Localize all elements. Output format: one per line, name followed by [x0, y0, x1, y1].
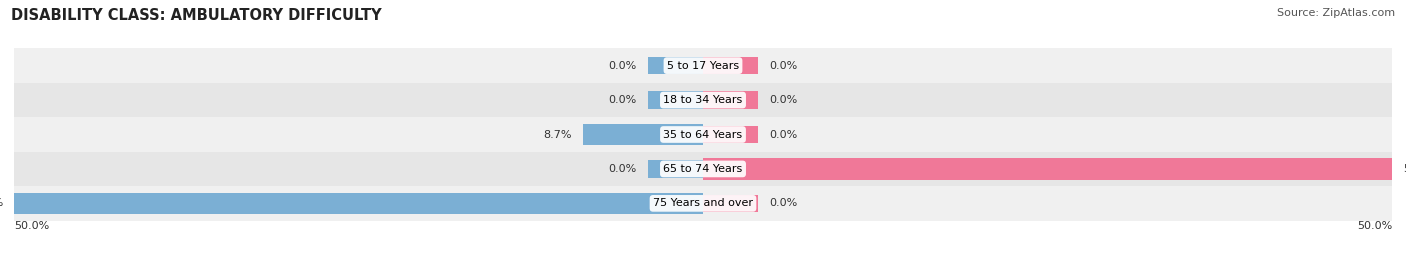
Text: 50.0%: 50.0% — [14, 221, 49, 231]
Text: 75 Years and over: 75 Years and over — [652, 198, 754, 208]
Text: Source: ZipAtlas.com: Source: ZipAtlas.com — [1277, 8, 1395, 18]
Text: 0.0%: 0.0% — [769, 95, 797, 105]
Text: 0.0%: 0.0% — [769, 61, 797, 71]
Text: 0.0%: 0.0% — [769, 198, 797, 208]
Bar — [648, 57, 703, 75]
Text: 8.7%: 8.7% — [544, 129, 572, 140]
Bar — [648, 160, 703, 178]
Bar — [703, 194, 758, 212]
Bar — [703, 126, 758, 143]
Bar — [648, 91, 703, 109]
Legend: Male, Female: Male, Female — [638, 268, 768, 269]
Bar — [703, 57, 758, 75]
Bar — [14, 48, 1392, 83]
Text: 0.0%: 0.0% — [769, 129, 797, 140]
Text: 65 to 74 Years: 65 to 74 Years — [664, 164, 742, 174]
Bar — [703, 158, 1392, 180]
Bar — [14, 193, 703, 214]
Bar — [14, 152, 1392, 186]
Text: 5 to 17 Years: 5 to 17 Years — [666, 61, 740, 71]
Bar — [648, 126, 703, 143]
Text: 0.0%: 0.0% — [609, 95, 637, 105]
Text: 50.0%: 50.0% — [0, 198, 3, 208]
Text: DISABILITY CLASS: AMBULATORY DIFFICULTY: DISABILITY CLASS: AMBULATORY DIFFICULTY — [11, 8, 382, 23]
Bar — [703, 91, 758, 109]
Bar — [703, 160, 758, 178]
Bar — [583, 124, 703, 145]
Text: 0.0%: 0.0% — [609, 164, 637, 174]
Bar — [14, 186, 1392, 221]
Text: 35 to 64 Years: 35 to 64 Years — [664, 129, 742, 140]
Bar — [648, 194, 703, 212]
Text: 50.0%: 50.0% — [1403, 164, 1406, 174]
Text: 50.0%: 50.0% — [1357, 221, 1392, 231]
Text: 18 to 34 Years: 18 to 34 Years — [664, 95, 742, 105]
Text: 0.0%: 0.0% — [609, 61, 637, 71]
Bar — [14, 83, 1392, 117]
Bar — [14, 117, 1392, 152]
